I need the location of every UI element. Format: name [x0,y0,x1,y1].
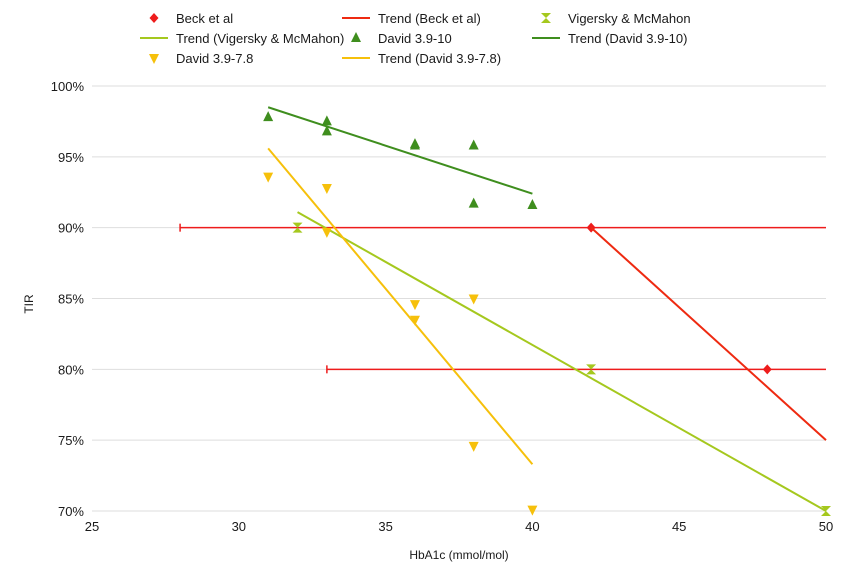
data-point [263,172,274,183]
y-tick-label: 80% [58,362,84,377]
x-tick-label: 30 [232,519,246,534]
data-point [468,139,479,150]
legend-label: Trend (David 3.9-10) [568,31,687,46]
legend-item-david-3-9-7-8: David 3.9-7.8 [149,51,253,66]
data-point [527,505,538,516]
data-point [263,111,274,122]
legend-item-trend-david-3-9-7-8: Trend (David 3.9-7.8) [342,51,501,66]
legend-item-trend-david-3-9-10: Trend (David 3.9-10) [532,31,687,46]
trend-line [267,106,533,195]
x-tick-label: 35 [378,519,392,534]
y-tick-label: 100% [51,79,85,94]
series-trend-vigersky-mcmahon [297,211,827,512]
legend-swatch [351,32,361,42]
y-axis-title: TIR [22,294,36,314]
data-point [292,222,303,233]
data-point [321,115,332,126]
data-point [409,300,420,311]
data-point [321,125,332,136]
legend-label: David 3.9-10 [378,31,452,46]
x-tick-label: 50 [819,519,833,534]
trend-line [590,226,827,441]
ticks: 70% 75% 80% 85% 90% 95% 100% 25 30 35 40 45 50 [51,79,833,534]
data-point [527,199,538,209]
data-point [409,315,420,326]
legend-swatch [149,54,159,64]
legend-item-trend-beck-et-al: Trend (Beck et al) [342,11,481,26]
legend-label: Trend (David 3.9-7.8) [378,51,501,66]
data-point [586,364,597,375]
data-point [468,294,479,305]
legend-label: Trend (Vigersky & McMahon) [176,31,344,46]
legend: Beck et al Trend (Beck et al) Vigersky & M… [140,11,691,66]
series-david-3-9-10 [263,111,538,209]
y-tick-label: 70% [58,504,84,519]
x-tick-label: 45 [672,519,686,534]
legend-label: David 3.9-7.8 [176,51,253,66]
x-tick-label: 40 [525,519,539,534]
y-tick-label: 75% [58,433,84,448]
data-point [762,364,772,375]
series-david-3-9-7-8 [263,172,538,516]
trend-line [297,211,827,512]
y-tick-label: 90% [58,221,84,236]
legend-label: Trend (Beck et al) [378,11,481,26]
series-vigersky-mcmahon [292,222,831,516]
legend-item-beck-et-al: Beck et al [149,11,233,26]
gridlines [92,85,826,512]
x-tick-label: 25 [85,519,99,534]
trend-line [267,147,534,465]
series-trend-beck-et-al [590,226,827,441]
legend-item-trend-vigersky-mcmahon: Trend (Vigersky & McMahon) [140,31,344,46]
y-tick-label: 85% [58,292,84,307]
data-point [409,139,420,150]
y-tick-label: 95% [58,150,84,165]
series-trend-david-3-9-10 [267,106,533,195]
data-point [468,197,479,208]
legend-swatch [541,13,551,23]
legend-item-david-3-9-10: David 3.9-10 [351,31,452,46]
x-axis-title: HbA1c (mmol/mol) [409,548,508,562]
legend-label: Beck et al [176,11,233,26]
data-point [468,441,479,452]
legend-label: Vigersky & McMahon [568,11,691,26]
data-point [321,227,332,238]
series-trend-david-3-9-7-8 [267,147,534,465]
series-layer [179,106,831,516]
legend-swatch [149,13,159,23]
data-point [321,184,332,194]
legend-item-vigersky-mcmahon: Vigersky & McMahon [541,11,691,26]
